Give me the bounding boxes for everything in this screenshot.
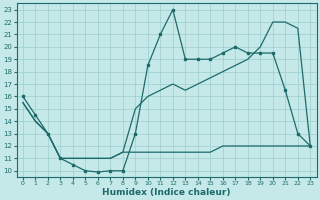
X-axis label: Humidex (Indice chaleur): Humidex (Indice chaleur) [102,188,231,197]
